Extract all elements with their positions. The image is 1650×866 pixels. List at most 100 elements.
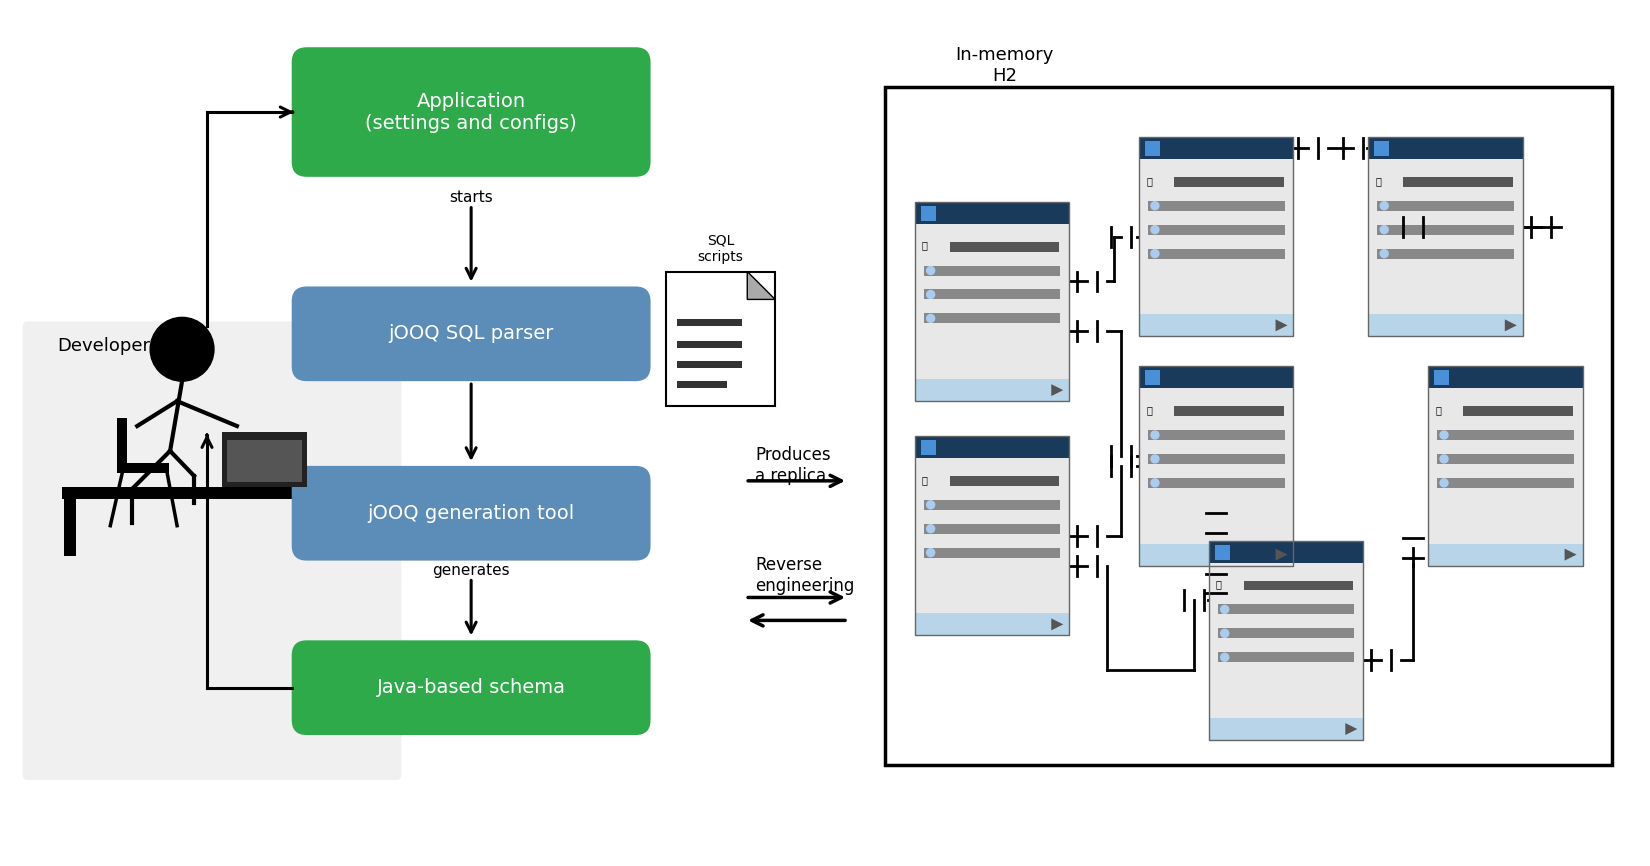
- Bar: [1434, 370, 1449, 385]
- Bar: [1378, 249, 1513, 259]
- Bar: [64, 496, 76, 556]
- Polygon shape: [1275, 320, 1287, 332]
- Bar: [924, 289, 1061, 300]
- Bar: [950, 475, 1059, 486]
- Text: Developer: Developer: [58, 337, 150, 355]
- Bar: [1145, 370, 1160, 385]
- Bar: [1218, 604, 1355, 614]
- Bar: [1138, 314, 1294, 336]
- Text: Produces
a replica: Produces a replica: [756, 447, 832, 485]
- Bar: [1138, 366, 1294, 388]
- Bar: [117, 463, 168, 473]
- Circle shape: [927, 501, 934, 508]
- Circle shape: [927, 314, 934, 322]
- Bar: [1138, 544, 1294, 565]
- Bar: [228, 440, 302, 481]
- Circle shape: [150, 317, 214, 381]
- Bar: [914, 436, 1069, 636]
- Bar: [921, 440, 936, 455]
- Bar: [1138, 158, 1294, 314]
- Bar: [1368, 158, 1523, 314]
- Bar: [914, 202, 1069, 223]
- Text: Application
(settings and configs): Application (settings and configs): [365, 92, 578, 132]
- Text: jOOQ SQL parser: jOOQ SQL parser: [388, 325, 554, 343]
- Bar: [1427, 544, 1582, 565]
- Circle shape: [1379, 249, 1388, 257]
- Bar: [1368, 137, 1523, 336]
- Bar: [1173, 406, 1284, 416]
- Circle shape: [1221, 605, 1229, 613]
- Circle shape: [1221, 653, 1229, 662]
- Circle shape: [1440, 479, 1449, 487]
- Text: 🔑: 🔑: [1216, 579, 1221, 590]
- Circle shape: [927, 290, 934, 299]
- Circle shape: [1152, 479, 1158, 487]
- Bar: [1437, 430, 1574, 440]
- Bar: [1378, 224, 1513, 235]
- Text: 🔑: 🔑: [922, 475, 927, 485]
- Text: 🔑: 🔑: [1436, 405, 1440, 415]
- Bar: [117, 418, 127, 473]
- Circle shape: [1152, 431, 1158, 439]
- Bar: [1368, 314, 1523, 336]
- Bar: [1138, 366, 1294, 565]
- Text: generates: generates: [432, 563, 510, 578]
- Circle shape: [1440, 431, 1449, 439]
- Bar: [223, 432, 307, 487]
- Circle shape: [1152, 249, 1158, 257]
- Polygon shape: [1345, 723, 1358, 735]
- Circle shape: [927, 549, 934, 557]
- Bar: [884, 87, 1612, 765]
- Circle shape: [1221, 630, 1229, 637]
- Polygon shape: [1564, 549, 1577, 560]
- Bar: [1148, 249, 1284, 259]
- Bar: [337, 496, 348, 556]
- Bar: [1148, 478, 1284, 488]
- Bar: [1148, 224, 1284, 235]
- FancyBboxPatch shape: [292, 48, 650, 177]
- Bar: [924, 524, 1061, 533]
- Circle shape: [927, 525, 934, 533]
- Bar: [1209, 563, 1363, 718]
- Bar: [1214, 545, 1229, 559]
- Bar: [1209, 718, 1363, 740]
- Bar: [914, 613, 1069, 636]
- Text: 🔑: 🔑: [1147, 176, 1152, 186]
- Polygon shape: [1505, 320, 1516, 332]
- Text: SQL
scripts: SQL scripts: [698, 233, 742, 263]
- Bar: [1244, 580, 1353, 591]
- Bar: [1218, 629, 1355, 638]
- Bar: [678, 381, 728, 388]
- Polygon shape: [747, 272, 776, 300]
- Polygon shape: [1051, 618, 1063, 630]
- Bar: [63, 487, 361, 499]
- Circle shape: [927, 267, 934, 275]
- Bar: [914, 436, 1069, 458]
- Bar: [921, 206, 936, 221]
- Polygon shape: [1051, 385, 1063, 396]
- Bar: [678, 341, 742, 348]
- Bar: [678, 361, 742, 368]
- FancyBboxPatch shape: [23, 321, 401, 780]
- Bar: [1368, 137, 1523, 158]
- Circle shape: [1379, 202, 1388, 210]
- Text: jOOQ generation tool: jOOQ generation tool: [368, 504, 574, 523]
- Circle shape: [1152, 226, 1158, 234]
- Bar: [1148, 201, 1284, 210]
- Circle shape: [1379, 226, 1388, 234]
- Bar: [1427, 366, 1582, 388]
- Bar: [1209, 540, 1363, 563]
- Bar: [1145, 141, 1160, 156]
- Bar: [1173, 177, 1284, 187]
- Bar: [950, 242, 1059, 252]
- Bar: [1427, 388, 1582, 544]
- Bar: [1138, 137, 1294, 336]
- Bar: [1138, 388, 1294, 544]
- FancyBboxPatch shape: [292, 287, 650, 381]
- Text: Java-based schema: Java-based schema: [376, 678, 566, 697]
- Bar: [1148, 430, 1284, 440]
- Bar: [1218, 652, 1355, 662]
- Bar: [914, 458, 1069, 613]
- Bar: [914, 202, 1069, 401]
- Text: Reverse
engineering: Reverse engineering: [756, 556, 855, 595]
